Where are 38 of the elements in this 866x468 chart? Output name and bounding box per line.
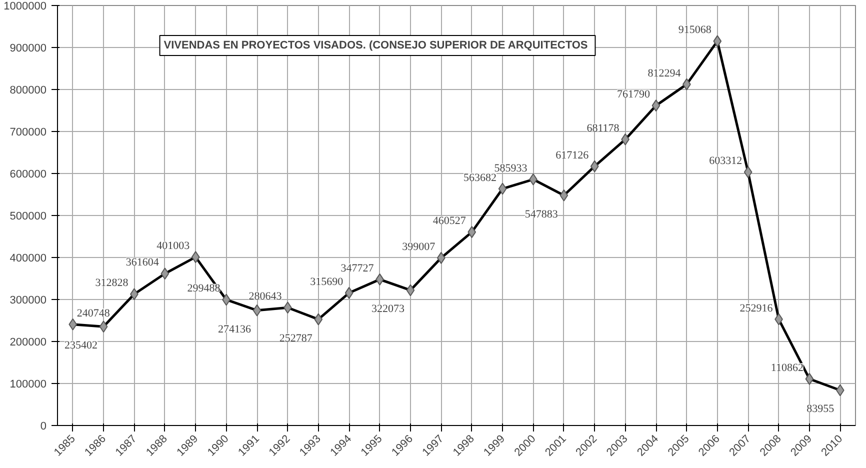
data-label: 299488 <box>187 282 221 295</box>
y-tick-label: 0 <box>40 420 47 432</box>
data-label: 761790 <box>617 88 650 101</box>
data-label: 252916 <box>740 302 774 314</box>
data-label: 603312 <box>709 155 742 168</box>
y-tick-label: 100000 <box>10 378 47 390</box>
data-label: 547883 <box>524 208 558 220</box>
data-label: 399007 <box>402 240 436 253</box>
y-tick-label: 200000 <box>10 336 47 348</box>
data-label: 280643 <box>248 290 282 303</box>
y-tick-label: 700000 <box>10 126 47 138</box>
y-tick-label: 800000 <box>10 84 47 96</box>
y-tick-label: 400000 <box>10 252 47 264</box>
data-label: 617126 <box>556 149 590 162</box>
data-label: 83955 <box>806 403 835 416</box>
data-label: 274136 <box>218 323 252 336</box>
data-label: 915068 <box>678 24 712 36</box>
y-tick-label: 500000 <box>10 210 47 222</box>
y-tick-label: 300000 <box>10 294 47 306</box>
data-label: 110862 <box>770 362 804 374</box>
data-label: 252787 <box>279 332 313 344</box>
data-label: 812294 <box>648 67 682 80</box>
data-label: 681178 <box>586 122 620 134</box>
data-label: 312828 <box>95 277 129 290</box>
data-label: 235402 <box>64 340 98 352</box>
data-label: 347727 <box>340 262 374 274</box>
data-label: 585933 <box>494 162 528 174</box>
data-label: 315690 <box>310 276 344 288</box>
data-label: 401003 <box>156 240 190 252</box>
y-tick-label: 900000 <box>10 42 47 54</box>
y-tick-label: 600000 <box>10 168 47 180</box>
data-label: 563682 <box>464 172 497 184</box>
y-tick-label: 1000000 <box>4 0 47 12</box>
text: VIVENDAS EN PROYECTOS VISADOS. (CONSEJO SUPERIOR DE ARQUITECTOS <box>164 40 588 52</box>
data-label: 460527 <box>432 215 466 228</box>
data-label: 322073 <box>371 303 405 316</box>
data-label: 240748 <box>76 307 110 320</box>
data-label: 361604 <box>126 256 160 269</box>
